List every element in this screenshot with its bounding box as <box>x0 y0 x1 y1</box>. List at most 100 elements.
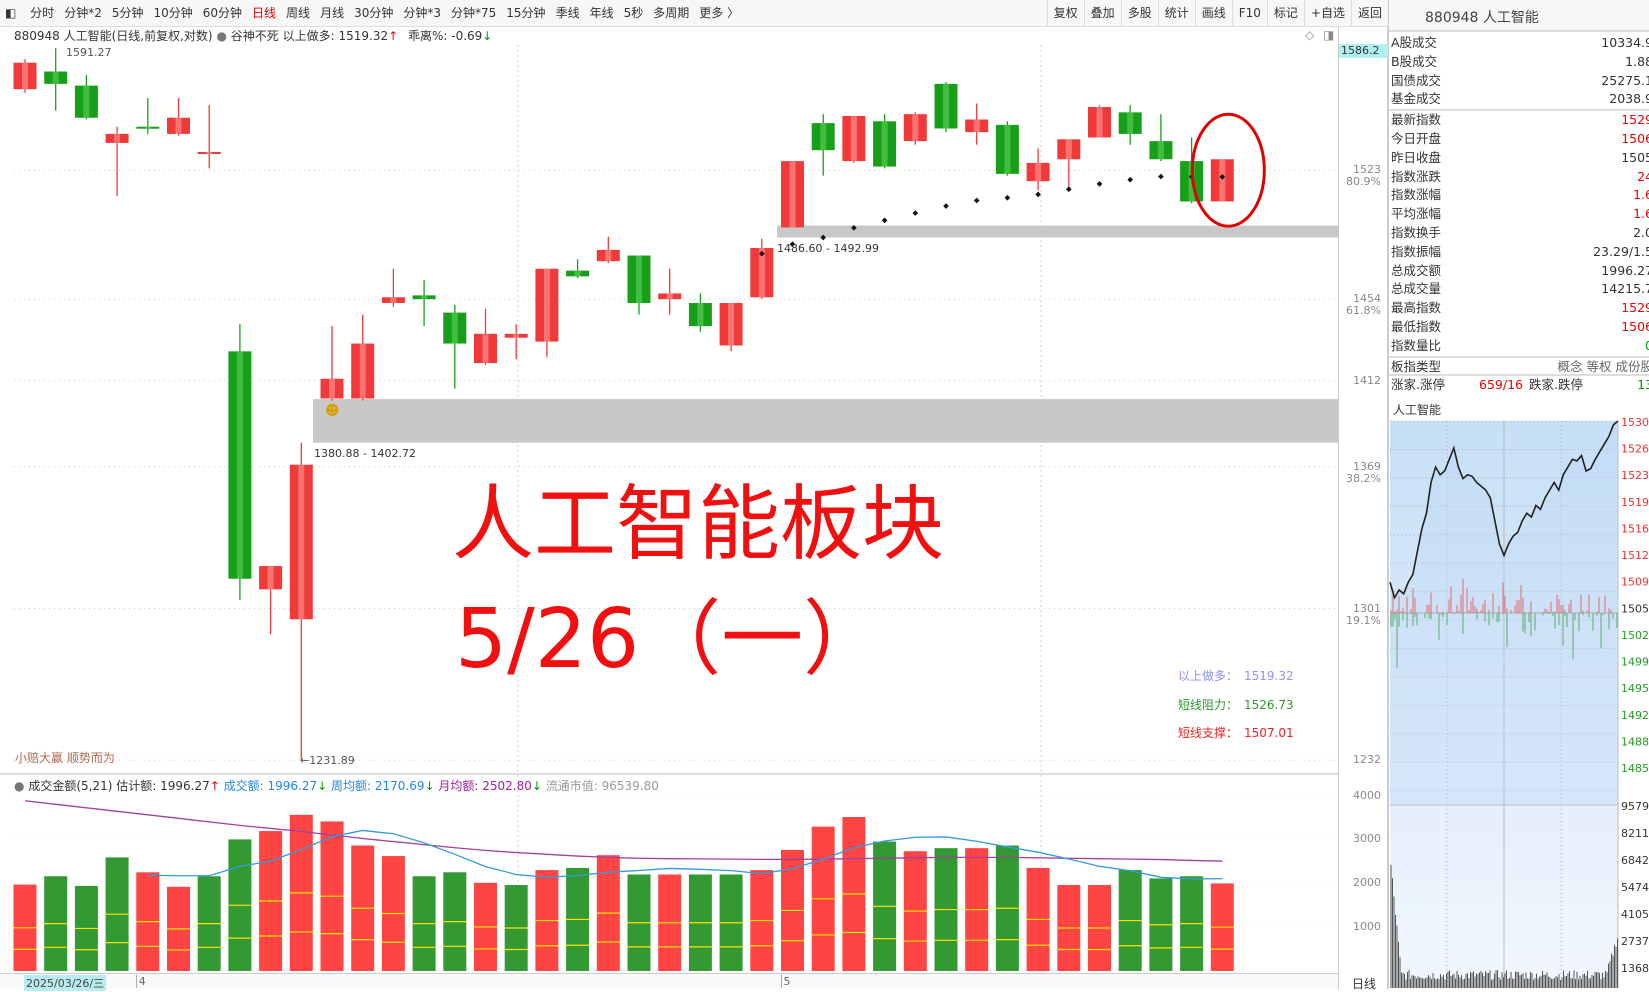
price-tick: 1412 <box>1353 374 1381 387</box>
candle-highlight <box>574 270 581 277</box>
tab-period-16[interactable]: 更多 〉 <box>699 6 740 20</box>
candle-2025-05-06 <box>781 161 804 228</box>
toolbar-button-7[interactable]: +自选 <box>1303 0 1351 27</box>
toolbar-button-8[interactable]: 返回 <box>1350 0 1388 27</box>
tab-period-0[interactable]: 分时 <box>30 6 55 20</box>
toolbar-button-5[interactable]: F10 <box>1231 0 1267 27</box>
date-axis[interactable]: 2025/03/26/三 4 5 <box>0 973 1338 991</box>
volume-bar-2025-04-24 <box>627 874 651 971</box>
tab-period-2[interactable]: 5分钟 <box>111 6 144 20</box>
volume-bar-2025-05-26 <box>1210 883 1234 971</box>
candle-highlight <box>605 249 612 262</box>
signal-row: 以上做多： 1519.32 <box>1178 662 1294 691</box>
toolbar-button-3[interactable]: 统计 <box>1157 0 1195 27</box>
toolbar-button-1[interactable]: 叠加 <box>1083 0 1121 27</box>
volume-bar-2025-04-02 <box>167 886 190 971</box>
advance-value: 659/16 <box>1479 377 1523 393</box>
tab-period-6[interactable]: 周线 <box>286 6 311 20</box>
candle-2025-04-02 <box>167 98 190 136</box>
candle-highlight <box>114 133 121 143</box>
tab-period-11[interactable]: 15分钟 <box>506 6 546 20</box>
quote-row: 指数量比 0 <box>1389 337 1649 356</box>
volume-bar-2025-04-22 <box>566 867 590 971</box>
volume-bar-2025-04-29 <box>719 874 743 971</box>
month-mark: 5 <box>780 975 791 988</box>
price-tick-value: 1454 <box>1353 292 1381 306</box>
tab-period-5[interactable]: 日线 <box>252 6 277 20</box>
candle-2025-04-07 <box>228 324 252 600</box>
intraday-price-tick: 1523 <box>1621 469 1649 482</box>
volume-bar-2025-05-20 <box>1088 885 1111 971</box>
kline-chart[interactable] <box>0 0 1338 989</box>
toolbar-button-6[interactable]: 标记 <box>1266 0 1304 27</box>
row-value: 1.88 <box>1625 53 1649 69</box>
tab-period-12[interactable]: 季线 <box>555 6 580 20</box>
row-value: 0 <box>1645 337 1649 356</box>
ma21-line <box>24 800 1223 862</box>
tab-period-13[interactable]: 年线 <box>589 6 614 20</box>
candle-highlight <box>359 343 366 399</box>
down-arrow-icon: ↓ <box>482 29 493 43</box>
intraday-price-tick: 1499 <box>1621 656 1649 669</box>
indicator-settings-icon[interactable]: ● <box>216 29 227 43</box>
tab-period-7[interactable]: 月线 <box>320 6 345 20</box>
quote-row: 指数振幅 23.29/1.5 <box>1389 243 1649 262</box>
tab-period-10[interactable]: 分钟*75 <box>451 6 497 20</box>
row-label: 总成交额 <box>1391 262 1442 278</box>
month-mark: 4 <box>135 975 146 988</box>
intraday-volume-tick: 4105 <box>1621 908 1649 921</box>
volume-bar-2025-04-16 <box>443 872 467 971</box>
candle-highlight <box>451 312 458 344</box>
tab-period-15[interactable]: 多周期 <box>653 6 690 20</box>
row-label: 最新指数 <box>1391 112 1442 128</box>
tab-period-4[interactable]: 60分钟 <box>202 6 243 20</box>
candle-2025-05-15 <box>995 121 1019 176</box>
tab-period-9[interactable]: 分钟*3 <box>403 6 441 20</box>
fib-percent: 19.1% <box>1346 613 1381 627</box>
intraday-chart[interactable]: 1530 1526 1523 1519 1516 1512 1509 1505 1502 1499… <box>1389 0 1649 989</box>
toolbar-button-2[interactable]: 多股 <box>1120 0 1158 27</box>
period-toolbar: ◧ 分时 分钟*2 5分钟 10分钟 60分钟 日线 周线 月线 30分钟 分钟*3 分钟*75 15… <box>0 0 1388 27</box>
period-label: 日线 <box>1352 977 1377 991</box>
monthly-average: 月均额: 2502.80 <box>438 779 532 793</box>
candle-2025-05-21 <box>1118 105 1142 145</box>
candle-highlight <box>329 378 335 399</box>
candle-2025-04-17 <box>474 308 497 366</box>
candle-highlight <box>943 83 949 129</box>
diamond-icon[interactable]: ◇ <box>1305 28 1315 42</box>
intraday-price-tick: 1495 <box>1621 682 1649 695</box>
tab-period-14[interactable]: 5秒 <box>623 6 644 20</box>
support-zone <box>313 399 1338 443</box>
intraday-volume-tick: 2737 <box>1621 935 1649 948</box>
candle-highlight <box>1065 139 1072 160</box>
row-label: 指数涨跌 <box>1391 168 1442 184</box>
row-label: 国债成交 <box>1391 72 1442 88</box>
row-value: 1505 <box>1621 149 1649 165</box>
candle-2025-05-26 <box>1210 159 1234 202</box>
price-tick-value: 1523 <box>1353 163 1381 177</box>
layout-toggle-icon[interactable]: ◧ <box>5 6 17 20</box>
candle-2025-04-21 <box>535 268 559 358</box>
signal-label: 短线支撑： <box>1178 726 1239 740</box>
tab-period-8[interactable]: 30分钟 <box>354 6 394 20</box>
support-zone-label: 1380.88 - 1402.72 <box>314 447 416 460</box>
tab-period-3[interactable]: 10分钟 <box>153 6 193 20</box>
volume-bar-2025-05-21 <box>1118 870 1142 971</box>
volume-tick: 1000 <box>1353 920 1381 934</box>
stop-dot <box>851 224 857 231</box>
stop-dot <box>1035 191 1041 198</box>
quote-row: 今日开盘 1506 <box>1389 130 1649 149</box>
row-label: 指数量比 <box>1391 337 1442 353</box>
volume-bar-2025-04-09 <box>289 814 313 971</box>
toolbar-button-0[interactable]: 复权 <box>1046 0 1084 27</box>
candle-2025-04-18 <box>504 324 528 360</box>
toolbar-button-4[interactable]: 画线 <box>1194 0 1232 27</box>
panel-toggle-icon[interactable]: ◨ <box>1323 28 1335 42</box>
intraday-price-tick: 1519 <box>1621 496 1649 509</box>
volume-settings-icon[interactable]: ● <box>14 779 25 793</box>
tab-period-1[interactable]: 分钟*2 <box>64 6 102 20</box>
volume-bar-2025-04-01 <box>136 872 160 971</box>
price-axis[interactable]: 1586.2 1523 80.9% 1454 61.8% 1412 1369 38.2% 13… <box>1338 27 1388 989</box>
down-arrow-icon: ↓ <box>424 779 435 793</box>
volume-bar-2025-04-30 <box>750 870 774 971</box>
